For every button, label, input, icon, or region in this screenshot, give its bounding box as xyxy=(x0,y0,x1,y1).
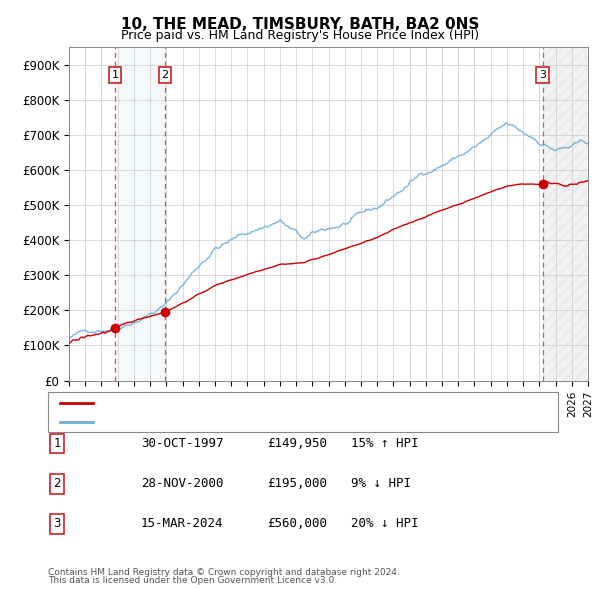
Bar xyxy=(543,47,588,381)
Text: 28-NOV-2000: 28-NOV-2000 xyxy=(141,477,223,490)
Text: 10, THE MEAD, TIMSBURY, BATH, BA2 0NS: 10, THE MEAD, TIMSBURY, BATH, BA2 0NS xyxy=(121,17,479,31)
Text: 20% ↓ HPI: 20% ↓ HPI xyxy=(351,517,419,530)
Text: HPI: Average price, detached house, Bath and North East Somerset: HPI: Average price, detached house, Bath… xyxy=(99,417,475,427)
Text: Price paid vs. HM Land Registry's House Price Index (HPI): Price paid vs. HM Land Registry's House … xyxy=(121,30,479,42)
Bar xyxy=(115,47,165,381)
Text: 2: 2 xyxy=(53,477,61,490)
Text: 3: 3 xyxy=(53,517,61,530)
Text: This data is licensed under the Open Government Licence v3.0.: This data is licensed under the Open Gov… xyxy=(48,576,337,585)
Text: 9% ↓ HPI: 9% ↓ HPI xyxy=(351,477,411,490)
Text: £195,000: £195,000 xyxy=(267,477,327,490)
Text: Contains HM Land Registry data © Crown copyright and database right 2024.: Contains HM Land Registry data © Crown c… xyxy=(48,568,400,577)
Text: £149,950: £149,950 xyxy=(267,437,327,450)
Text: 2: 2 xyxy=(161,70,169,80)
Text: 3: 3 xyxy=(539,70,546,80)
Text: 1: 1 xyxy=(53,437,61,450)
Text: 10, THE MEAD, TIMSBURY, BATH, BA2 0NS (detached house): 10, THE MEAD, TIMSBURY, BATH, BA2 0NS (d… xyxy=(99,398,436,408)
Text: 15-MAR-2024: 15-MAR-2024 xyxy=(141,517,223,530)
Text: 15% ↑ HPI: 15% ↑ HPI xyxy=(351,437,419,450)
Text: £560,000: £560,000 xyxy=(267,517,327,530)
Text: 1: 1 xyxy=(112,70,118,80)
Text: 30-OCT-1997: 30-OCT-1997 xyxy=(141,437,223,450)
